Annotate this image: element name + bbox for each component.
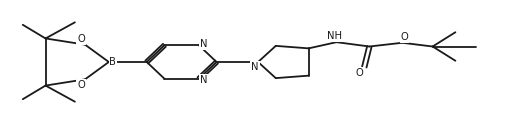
- Text: N: N: [200, 39, 207, 49]
- Text: N: N: [251, 62, 258, 72]
- Text: O: O: [77, 34, 85, 44]
- Text: O: O: [77, 80, 85, 90]
- Text: O: O: [400, 32, 408, 42]
- Text: O: O: [355, 68, 363, 78]
- Text: N: N: [200, 75, 207, 85]
- Text: B: B: [109, 57, 116, 67]
- Text: NH: NH: [327, 31, 342, 41]
